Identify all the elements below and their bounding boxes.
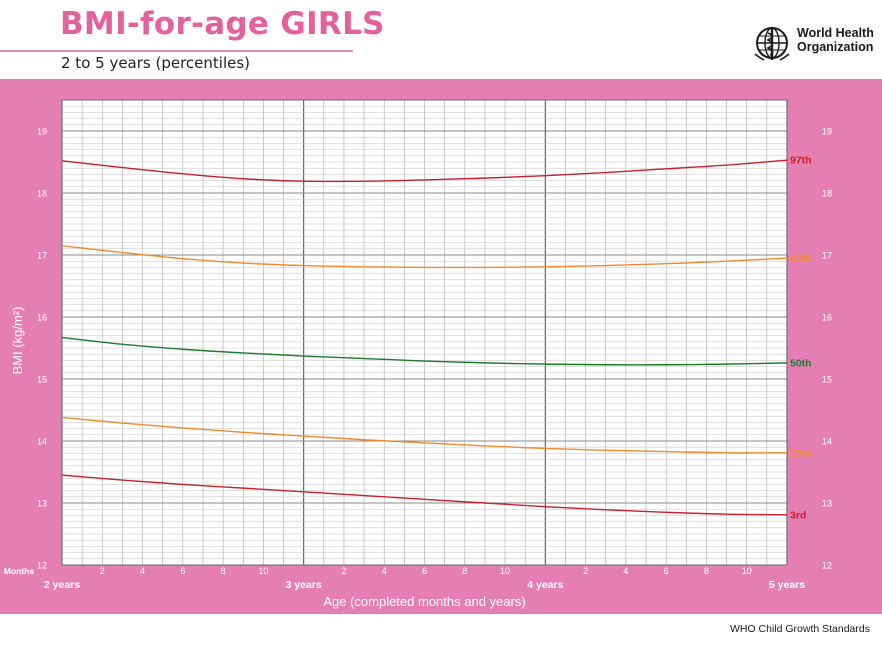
series-label-85th: 85th: [790, 253, 812, 265]
x-tick-label-month: 10: [500, 566, 510, 576]
percentile-line-50th: [61, 336, 788, 366]
x-tick-label-year: 3 years: [286, 579, 322, 591]
y-tick-label-left: 14: [37, 437, 47, 447]
y-tick-label-right: 18: [822, 189, 832, 199]
series-label-15th: 15th: [790, 447, 812, 459]
percentile-line-15th: [61, 416, 788, 454]
plot-border: [61, 99, 788, 566]
x-tick-label-month: 8: [221, 566, 226, 576]
y-tick-label-right: 14: [822, 437, 832, 447]
x-tick-label-month: 10: [742, 566, 752, 576]
x-tick-label-month: 10: [258, 566, 268, 576]
y-tick-label-left: 19: [37, 127, 47, 137]
x-tick-label-month: 6: [422, 566, 427, 576]
percentile-line-3rd: [61, 474, 788, 516]
who-logo: World Health Organization: [752, 24, 874, 62]
x-tick-label-month: 4: [623, 566, 628, 576]
percentile-line-85th: [61, 245, 788, 269]
footer-source: WHO Child Growth Standards: [729, 623, 870, 635]
x-tick-label-month: 4: [382, 566, 387, 576]
who-logo-text: World Health Organization: [797, 26, 874, 54]
who-logo-line2: Organization: [797, 40, 874, 54]
y-tick-label-right: 13: [822, 499, 832, 509]
x-tick-label-month: 2: [341, 566, 346, 576]
x-tick-label-month: 4: [140, 566, 145, 576]
y-tick-label-left: 13: [37, 499, 47, 509]
series-label-97th: 97th: [790, 155, 812, 167]
page-subtitle: 2 to 5 years (percentiles): [61, 54, 251, 72]
x-tick-label-month: 6: [664, 566, 669, 576]
y-tick-label-right: 19: [822, 127, 832, 137]
x-tick-label-month: 6: [180, 566, 185, 576]
x-tick-label-month: 2: [100, 566, 105, 576]
title-underline: [0, 50, 353, 52]
y-axis-title: BMI (kg/m²): [10, 307, 25, 375]
x-tick-label-month: 2: [583, 566, 588, 576]
percentile-line-97th: [61, 159, 788, 183]
who-emblem-icon: [754, 27, 790, 61]
y-tick-label-left: 15: [37, 375, 47, 385]
series-label-3rd: 3rd: [790, 509, 806, 521]
x-tick-label-year: 4 years: [527, 579, 563, 591]
series-label-50th: 50th: [790, 357, 812, 369]
x-tick-label-year: 2 years: [44, 579, 80, 591]
y-tick-label-right: 15: [822, 375, 832, 385]
x-unit-label: Months: [4, 566, 34, 576]
y-tick-label-left: 18: [37, 189, 47, 199]
who-logo-line1: World Health: [797, 26, 874, 40]
y-tick-label-right: 16: [822, 313, 832, 323]
x-tick-label-year: 5 years: [769, 579, 805, 591]
x-tick-label-month: 8: [462, 566, 467, 576]
y-tick-label-right: 17: [822, 251, 832, 261]
page-title: BMI-for-age GIRLS: [60, 6, 385, 42]
y-tick-label-left: 12: [37, 561, 47, 571]
y-tick-label-right: 12: [822, 561, 832, 571]
x-tick-label-month: 8: [704, 566, 709, 576]
y-tick-label-left: 16: [37, 313, 47, 323]
x-axis-title: Age (completed months and years): [323, 594, 525, 609]
y-tick-label-left: 17: [37, 251, 47, 261]
